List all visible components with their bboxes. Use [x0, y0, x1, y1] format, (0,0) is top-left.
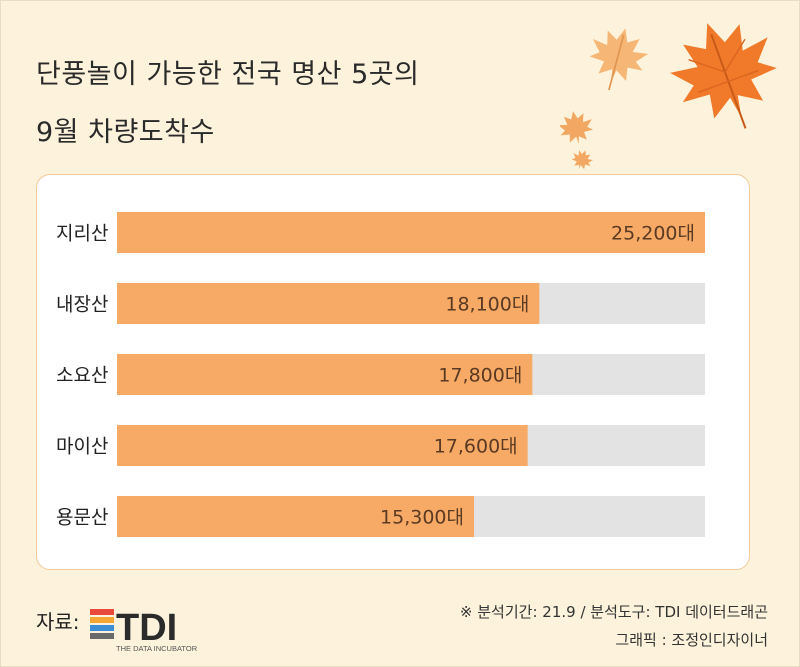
category-label: 소요산 — [56, 365, 108, 387]
small-maple-leaf-icon — [560, 111, 594, 144]
source-label: 자료: — [36, 610, 80, 634]
bar — [117, 496, 474, 537]
category-label: 지리산 — [56, 223, 108, 245]
title-line-1: 단풍놀이 가능한 전국 명산 5곳의 — [36, 59, 420, 90]
bar — [117, 354, 533, 395]
bar — [117, 212, 705, 253]
footer-note-analysis: ※ 분석기간: 21.9 / 분석도구: TDI 데이터드래곤 — [459, 603, 768, 621]
footer-note-graphic: 그래픽 : 조정인디자이너 — [615, 631, 768, 649]
data-label: 25,200대 — [611, 223, 695, 245]
bar — [117, 283, 540, 324]
bar — [117, 425, 528, 466]
logo-subtitle: THE DATA INCUBATOR — [116, 644, 198, 653]
data-label: 15,300대 — [380, 507, 464, 529]
category-label: 마이산 — [56, 436, 108, 458]
category-label: 용문산 — [56, 507, 108, 529]
large-maple-leaf-icon — [669, 23, 777, 129]
logo-text: TDI — [116, 607, 177, 649]
chart-title: 단풍놀이 가능한 전국 명산 5곳의 9월 차량도착수 — [36, 46, 419, 162]
title-line-2: 9월 차량도착수 — [36, 117, 215, 148]
category-label: 내장산 — [56, 294, 108, 316]
tiny-maple-leaf-icon — [571, 150, 594, 170]
tdi-logo: TDI THE DATA INCUBATOR — [90, 607, 198, 653]
data-label: 17,800대 — [438, 365, 522, 387]
data-label: 17,600대 — [434, 436, 518, 458]
medium-maple-leaf-icon — [589, 28, 649, 91]
data-label: 18,100대 — [445, 294, 529, 316]
maple-leaves-decoration — [560, 23, 777, 170]
footer-notes: ※ 분석기간: 21.9 / 분석도구: TDI 데이터드래곤 그래픽 : 조정… — [460, 598, 768, 654]
